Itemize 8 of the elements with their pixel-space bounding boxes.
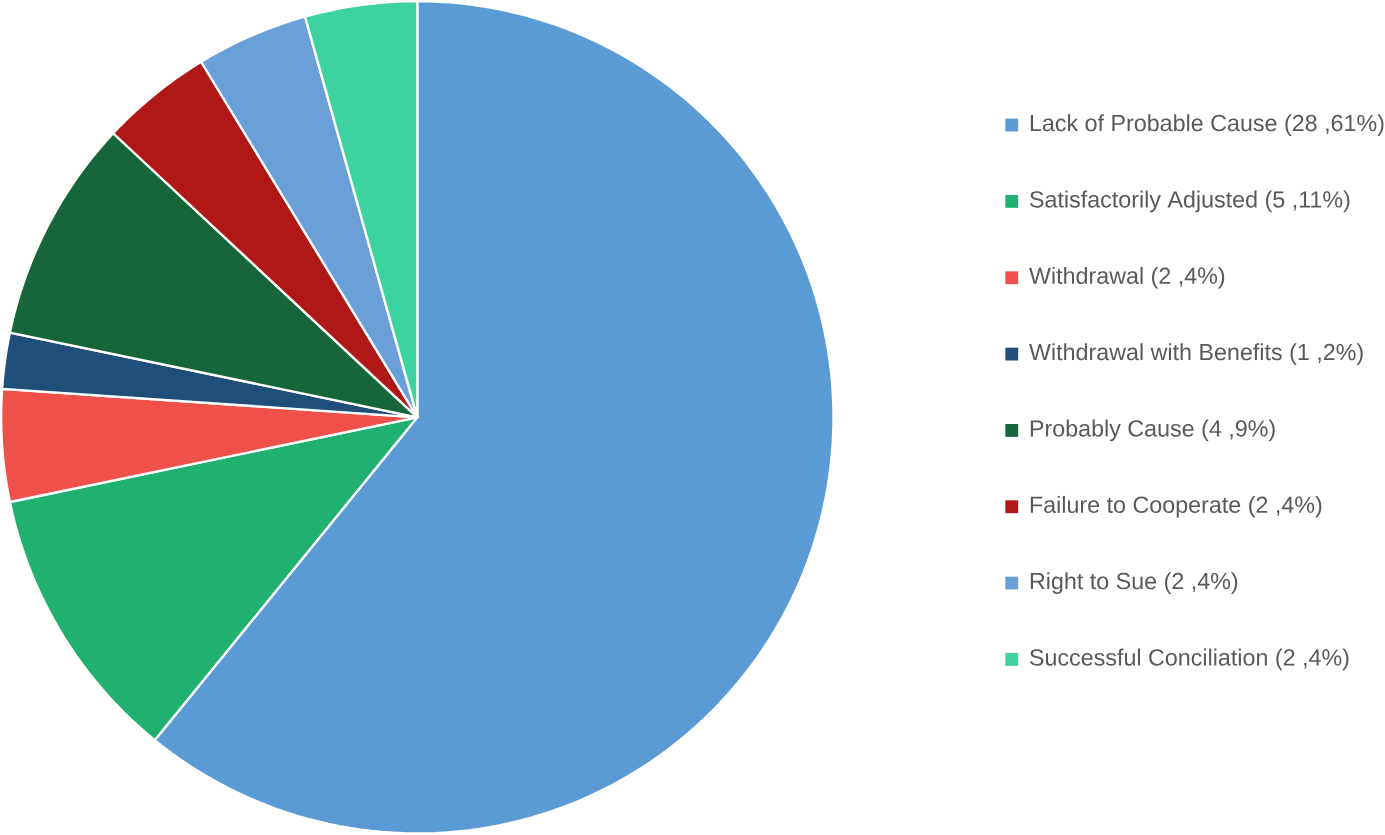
legend-label: Probably Cause (4 ,9%) (1030, 419, 1275, 442)
legend-label: Withdrawal with Benefits (1 ,2%) (1029, 343, 1363, 366)
legend-label: Lack of Probable Cause (28 ,61%) (1030, 114, 1384, 137)
legend-label: Satisfactorily Adjusted (5 ,11%) (1030, 190, 1350, 213)
legend-label: Withdrawal (2 ,4%) (1029, 267, 1225, 289)
legend-label: Right to Sue (2 ,4%) (1030, 572, 1238, 595)
legend-label: Successful Conciliation (2 ,4%) (1030, 648, 1349, 671)
legend-label: Failure to Cooperate (2 ,4%) (1030, 496, 1322, 518)
